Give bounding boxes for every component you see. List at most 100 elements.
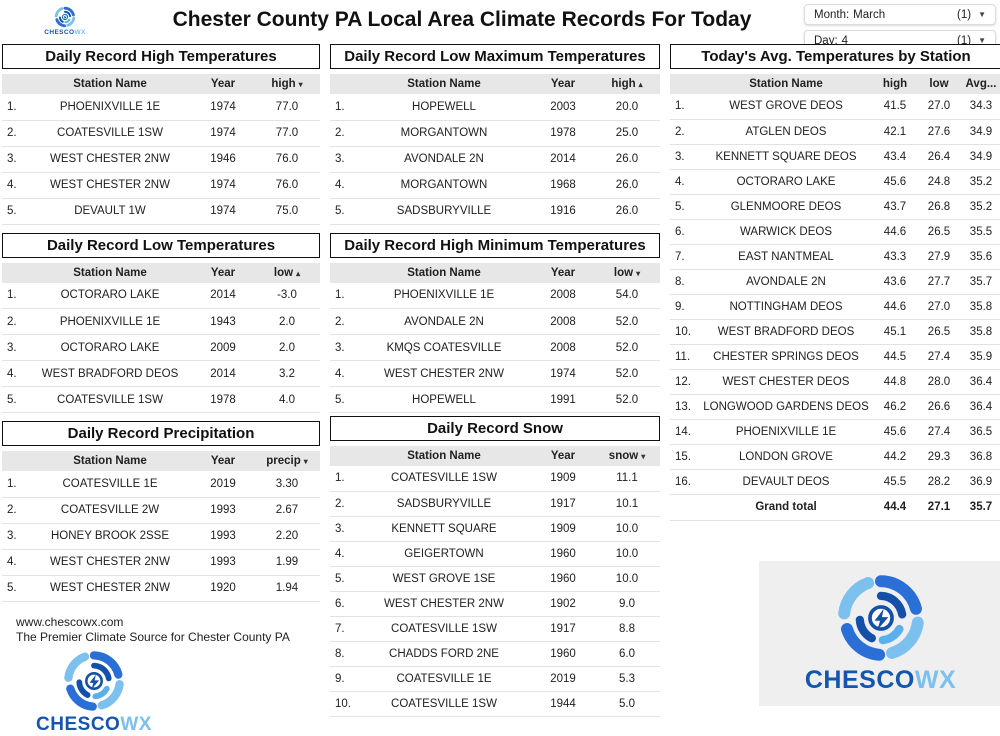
table-row: 2. COATESVILLE 1SW 1974 77.0 <box>2 120 320 146</box>
row-index: 5. <box>2 575 28 601</box>
year-header[interactable]: Year <box>532 263 594 283</box>
month-filter[interactable]: Month: March (1) ▼ <box>804 4 996 25</box>
low-cell: 27.9 <box>918 244 960 269</box>
year-header[interactable]: Year <box>192 451 254 471</box>
value-sort-header[interactable]: snow▾ <box>594 446 660 466</box>
avg-cell: 35.8 <box>960 294 1000 319</box>
row-index: 6. <box>330 591 356 616</box>
brand-light: WX <box>120 714 152 735</box>
station-cell: COATESVILLE 2W <box>28 497 192 523</box>
low-cell: 27.0 <box>918 294 960 319</box>
station-header[interactable]: Station Name <box>700 74 872 94</box>
row-index: 4. <box>330 541 356 566</box>
record-snow-table: Station Name Year snow▾ 1. COATESVILLE 1… <box>330 446 660 717</box>
station-cell: OCTORARO LAKE <box>700 169 872 194</box>
value-cell: 3.2 <box>254 361 320 387</box>
avg-header[interactable]: Avg... <box>960 74 1000 94</box>
value-cell: 10.0 <box>594 566 660 591</box>
low-cell: 26.5 <box>918 219 960 244</box>
station-cell: WEST CHESTER 2NW <box>356 591 532 616</box>
high-cell: 44.2 <box>872 444 918 469</box>
row-index: 9. <box>670 294 700 319</box>
station-cell: WARWICK DEOS <box>700 219 872 244</box>
index-header <box>330 263 356 283</box>
sort-arrow-icon: ▴ <box>639 80 643 89</box>
avg-cell: 35.2 <box>960 194 1000 219</box>
value-header-label: snow <box>609 450 638 462</box>
swirl-icon <box>54 6 76 28</box>
avg-cell: 34.9 <box>960 144 1000 169</box>
year-header[interactable]: Year <box>532 446 594 466</box>
brand-dark: CHESCO <box>36 714 120 735</box>
station-header[interactable]: Station Name <box>28 74 192 94</box>
avg-cell: 35.8 <box>960 319 1000 344</box>
value-cell: 2.0 <box>254 335 320 361</box>
table-header-row: Station Name Year high▴ <box>330 74 660 94</box>
station-header[interactable]: Station Name <box>28 263 192 283</box>
chescowx-logo-large: CHESCOWX <box>759 561 1000 706</box>
table-row: 1. OCTORARO LAKE 2014 -3.0 <box>2 283 320 309</box>
grand-total-label: Grand total <box>700 494 872 520</box>
value-cell: 5.3 <box>594 666 660 691</box>
brand-dark: CHESCO <box>44 29 74 36</box>
value-sort-header[interactable]: high▾ <box>254 74 320 94</box>
station-cell: SADSBURYVILLE <box>356 198 532 224</box>
table-row: 9. COATESVILLE 1E 2019 5.3 <box>330 666 660 691</box>
grand-total-low: 27.1 <box>918 494 960 520</box>
station-cell: MORGANTOWN <box>356 172 532 198</box>
year-header[interactable]: Year <box>532 74 594 94</box>
station-cell: WEST CHESTER 2NW <box>356 361 532 387</box>
record-high-table-block: Daily Record High Temperatures Station N… <box>2 44 320 225</box>
table-row: 5. COATESVILLE 1SW 1978 4.0 <box>2 387 320 413</box>
row-index: 8. <box>670 269 700 294</box>
station-cell: DEVAULT 1W <box>28 198 192 224</box>
station-cell: ATGLEN DEOS <box>700 119 872 144</box>
high-cell: 45.5 <box>872 469 918 494</box>
record-precip-table: Station Name Year precip▾ 1. COATESVILLE… <box>2 451 320 602</box>
year-cell: 1991 <box>532 387 594 413</box>
table-row: 5. DEVAULT 1W 1974 75.0 <box>2 198 320 224</box>
brand-text: CHESCOWX <box>36 713 152 736</box>
value-cell: 9.0 <box>594 591 660 616</box>
row-index: 3. <box>330 516 356 541</box>
table-row: 1. HOPEWELL 2003 20.0 <box>330 94 660 120</box>
table-row: 11. CHESTER SPRINGS DEOS 44.5 27.4 35.9 <box>670 344 1000 369</box>
value-sort-header[interactable]: low▴ <box>254 263 320 283</box>
station-cell: AVONDALE 2N <box>700 269 872 294</box>
value-cell: 10.0 <box>594 516 660 541</box>
station-header[interactable]: Station Name <box>356 263 532 283</box>
year-cell: 1974 <box>532 361 594 387</box>
value-sort-header[interactable]: low▾ <box>594 263 660 283</box>
value-sort-header[interactable]: precip▾ <box>254 451 320 471</box>
year-cell: 1909 <box>532 466 594 491</box>
low-cell: 27.7 <box>918 269 960 294</box>
table-row: 2. PHOENIXVILLE 1E 1943 2.0 <box>2 309 320 335</box>
row-index: 2. <box>2 497 28 523</box>
row-index: 5. <box>330 566 356 591</box>
table-row: 4. WEST BRADFORD DEOS 2014 3.2 <box>2 361 320 387</box>
brand-text: CHESCOWX <box>805 666 956 695</box>
high-header[interactable]: high <box>872 74 918 94</box>
station-cell: WEST BRADFORD DEOS <box>700 319 872 344</box>
table-row: 5. GLENMOORE DEOS 43.7 26.8 35.2 <box>670 194 1000 219</box>
row-index: 4. <box>670 169 700 194</box>
station-cell: DEVAULT DEOS <box>700 469 872 494</box>
station-header[interactable]: Station Name <box>28 451 192 471</box>
station-header[interactable]: Station Name <box>356 446 532 466</box>
avg-cell: 34.3 <box>960 94 1000 119</box>
table-header-row: Station Name Year low▾ <box>330 263 660 283</box>
station-cell: KENNETT SQUARE <box>356 516 532 541</box>
table-row: 1. PHOENIXVILLE 1E 1974 77.0 <box>2 94 320 120</box>
value-cell: 76.0 <box>254 172 320 198</box>
value-sort-header[interactable]: high▴ <box>594 74 660 94</box>
row-index: 5. <box>330 387 356 413</box>
year-header[interactable]: Year <box>192 74 254 94</box>
avg-today-table: Station Name high low Avg... 1. WEST GRO… <box>670 74 1000 521</box>
row-index: 2. <box>670 119 700 144</box>
low-header[interactable]: low <box>918 74 960 94</box>
table-row: 1. WEST GROVE DEOS 41.5 27.0 34.3 <box>670 94 1000 119</box>
year-header[interactable]: Year <box>192 263 254 283</box>
station-header[interactable]: Station Name <box>356 74 532 94</box>
value-cell: 75.0 <box>254 198 320 224</box>
row-index: 6. <box>670 219 700 244</box>
